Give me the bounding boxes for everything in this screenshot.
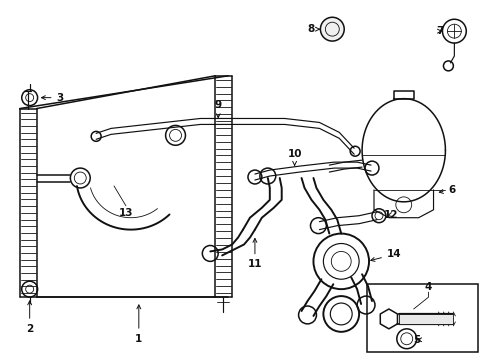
Text: 11: 11 bbox=[247, 238, 262, 269]
Text: 13: 13 bbox=[119, 208, 133, 218]
Text: 14: 14 bbox=[370, 249, 401, 261]
Text: 1: 1 bbox=[135, 305, 142, 344]
Text: 7: 7 bbox=[435, 26, 443, 36]
Text: 2: 2 bbox=[26, 301, 33, 334]
Text: 6: 6 bbox=[438, 185, 455, 195]
Bar bbox=[398, 314, 452, 324]
Text: 3: 3 bbox=[41, 93, 63, 103]
Text: 10: 10 bbox=[287, 149, 301, 165]
Text: 8: 8 bbox=[306, 24, 319, 34]
Text: 5: 5 bbox=[412, 335, 421, 345]
Text: 4: 4 bbox=[424, 282, 431, 292]
Bar bbox=[366, 284, 477, 352]
Circle shape bbox=[320, 17, 344, 41]
Text: 12: 12 bbox=[383, 210, 398, 220]
Text: 9: 9 bbox=[214, 100, 222, 118]
